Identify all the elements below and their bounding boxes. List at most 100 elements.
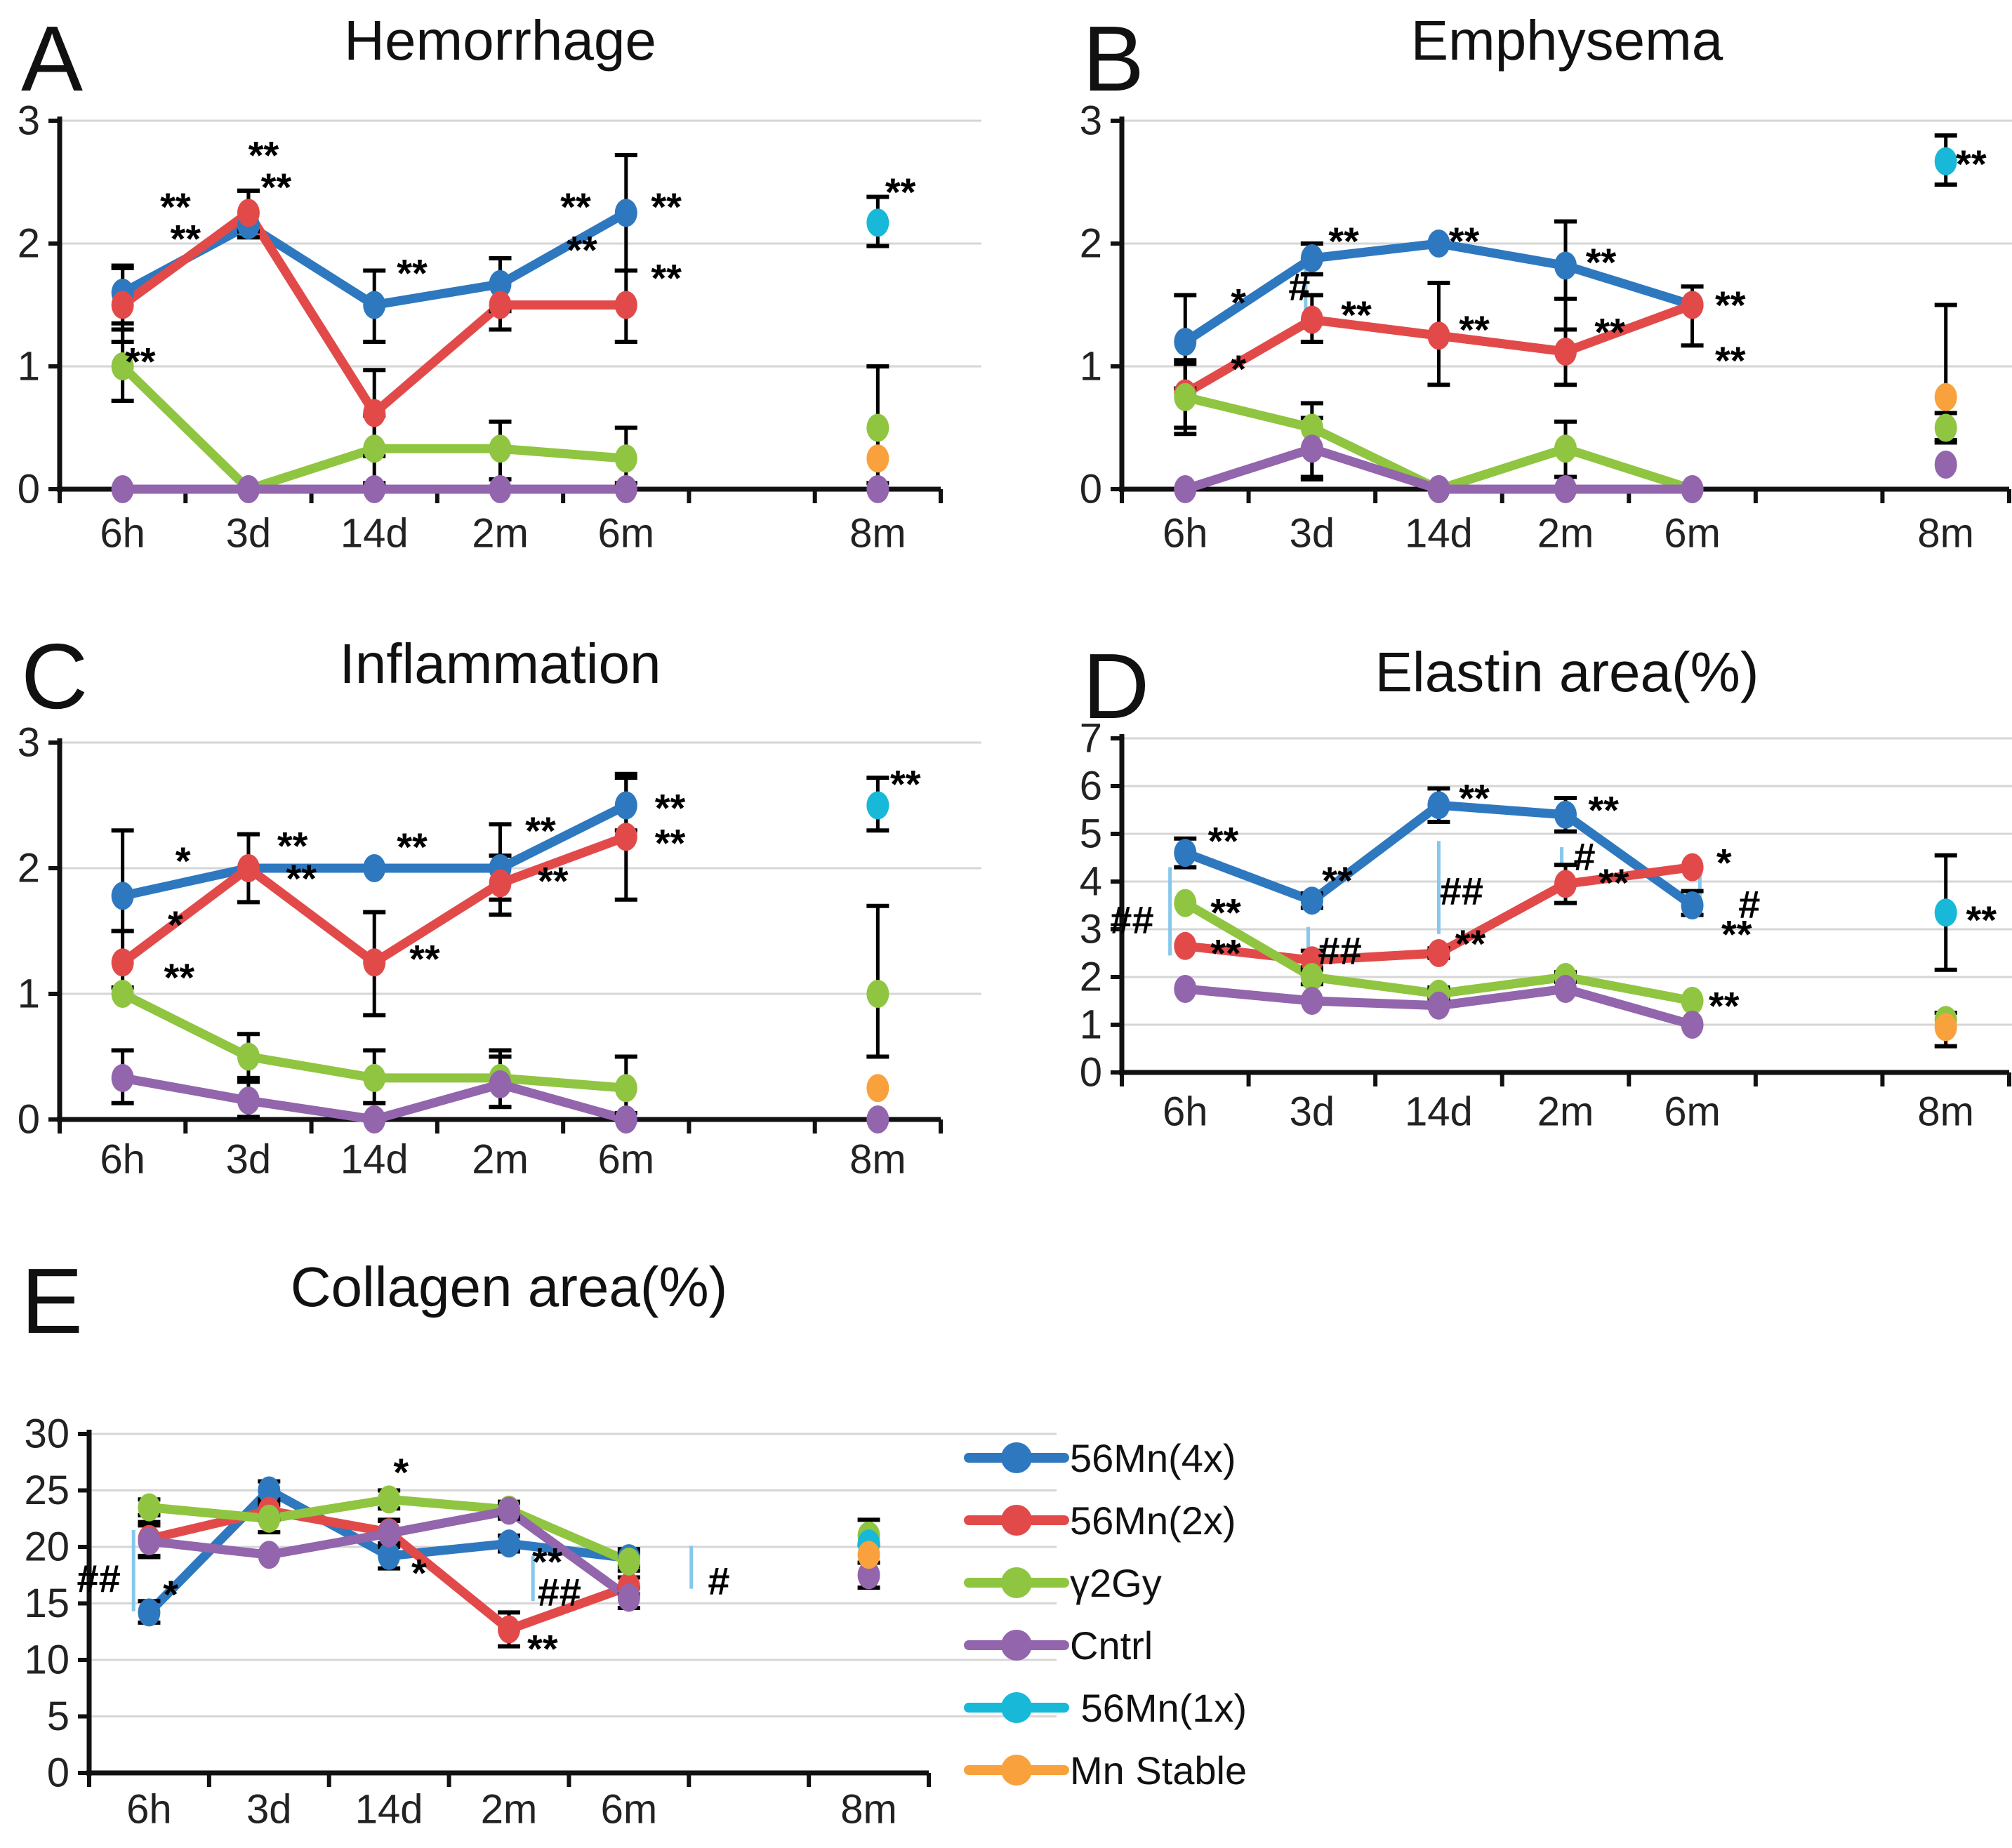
annotations: ********************** xyxy=(125,133,916,384)
legend-label: 56Mn(2x) xyxy=(1070,1498,1236,1543)
y-tick-label: 15 xyxy=(24,1581,70,1626)
data-point-Cntrl xyxy=(1427,991,1450,1020)
significance-mark: ** xyxy=(655,786,686,830)
line-marker-icon xyxy=(964,1692,1069,1723)
data-point-56Mn(2x) xyxy=(489,869,512,898)
significance-mark: ** xyxy=(160,185,191,229)
significance-mark: ** xyxy=(1328,219,1359,263)
significance-mark: ** xyxy=(1208,819,1239,863)
data-point-Cntrl xyxy=(857,1561,880,1590)
x-tick-label: 6m xyxy=(597,511,654,557)
significance-mark: ** xyxy=(651,256,682,300)
legend-item: γ2Gy xyxy=(963,1561,1247,1605)
significance-mark: ** xyxy=(890,762,921,806)
error-bars xyxy=(111,153,889,486)
significance-lines xyxy=(131,1529,694,1611)
data-point-Cntrl xyxy=(614,1105,637,1134)
significance-mark: ** xyxy=(560,185,591,229)
data-point-γ2Gy xyxy=(1300,413,1323,442)
legend-item: Cntrl xyxy=(963,1623,1247,1668)
data-point-γ2Gy xyxy=(1174,383,1197,411)
significance-mark: * xyxy=(1716,840,1732,884)
y-tick-label: 5 xyxy=(1080,811,1102,857)
significance-mark: ** xyxy=(1322,858,1353,903)
x-tick-label: 8m xyxy=(849,511,906,557)
significance-mark: ** xyxy=(1449,219,1480,263)
series-markers xyxy=(1174,147,1957,503)
data-point-Cntrl xyxy=(1300,987,1323,1015)
significance-mark: ** xyxy=(1210,891,1241,935)
x-tick-label: 14d xyxy=(1405,511,1473,557)
data-point-56Mn(4x) xyxy=(1300,244,1323,272)
data-point-γ2Gy xyxy=(111,352,134,380)
series-markers xyxy=(111,791,889,1134)
significance-mark: # xyxy=(1738,882,1760,926)
significance-mark: ** xyxy=(1709,983,1740,1028)
data-point-γ2Gy xyxy=(111,980,134,1008)
y-tick-label: 0 xyxy=(1080,1050,1102,1096)
data-point-56Mn(2x) xyxy=(614,291,637,319)
data-point-56Mn(2x) xyxy=(1427,939,1450,967)
significance-mark: ** xyxy=(567,227,597,272)
y-tick-label: 3 xyxy=(1080,907,1102,952)
data-point-56Mn(2x) xyxy=(614,823,637,851)
data-point-56Mn(2x) xyxy=(111,948,134,977)
annotations: ## *** **##**# xyxy=(77,1450,730,1670)
data-point-56Mn(2x) xyxy=(237,199,260,227)
x-tick-label: 2m xyxy=(1537,1089,1594,1135)
y-tick-label: 6 xyxy=(1080,764,1102,809)
panel-d-letter: D xyxy=(1083,634,1150,738)
y-tick-label: 30 xyxy=(24,1411,70,1457)
data-point-γ2Gy xyxy=(617,1547,640,1576)
y-tick-label: 5 xyxy=(47,1694,70,1739)
data-point-Cntrl xyxy=(1934,451,1957,479)
y-tick-label: 3 xyxy=(18,98,40,144)
significance-mark: ** xyxy=(1588,788,1619,832)
data-point-56Mn(4x) xyxy=(1174,328,1197,356)
x-tick-label: 2m xyxy=(472,1137,529,1183)
significance-mark: ** xyxy=(532,1539,563,1583)
data-point-56Mn(4x) xyxy=(258,1476,281,1505)
data-point-Cntrl xyxy=(258,1541,281,1569)
significance-mark: ## xyxy=(1110,898,1153,942)
x-tick-label: 8m xyxy=(849,1137,906,1183)
data-point-Cntrl xyxy=(1681,475,1704,503)
x-tick-label: 6m xyxy=(601,1787,658,1833)
x-tick-label: 8m xyxy=(840,1787,897,1833)
data-point-56Mn(2x) xyxy=(363,399,386,427)
significance-mark: ** xyxy=(538,858,569,903)
data-point-Cntrl xyxy=(1174,475,1197,503)
annotations: **#****************** xyxy=(1231,142,1987,391)
y-tick-label: 7 xyxy=(1080,716,1102,762)
significance-mark: ** xyxy=(1586,240,1617,284)
data-point-γ2Gy xyxy=(866,413,889,442)
x-tick-label: 6h xyxy=(100,511,145,557)
data-point-γ2Gy xyxy=(363,434,386,463)
data-point-56Mn(4x) xyxy=(378,1541,401,1570)
legend-label: Mn Stable xyxy=(1070,1748,1247,1793)
panel-c-letter: C xyxy=(21,625,88,728)
y-tick-label: 4 xyxy=(1080,859,1102,905)
data-point-56Mn(4x) xyxy=(363,854,386,882)
annotations: ##********##**##****#** *#****** xyxy=(1110,776,1997,1028)
data-point-56Mn(4x) xyxy=(1427,791,1450,820)
x-tick-label: 2m xyxy=(1537,511,1594,557)
y-tick-label: 20 xyxy=(24,1524,70,1570)
data-point-Cntrl xyxy=(617,1583,640,1612)
data-point-γ2Gy xyxy=(1300,963,1323,991)
line-marker-icon xyxy=(964,1442,1069,1473)
x-tick-label: 2m xyxy=(472,511,529,557)
data-point-56Mn(4x) xyxy=(498,1529,520,1558)
data-point-56Mn(1x) xyxy=(866,791,889,820)
line-marker-icon xyxy=(964,1567,1069,1598)
series-markers xyxy=(111,199,889,503)
data-point-56Mn(4x) xyxy=(489,270,512,298)
significance-mark: ** xyxy=(1455,922,1486,966)
x-tick-label: 6h xyxy=(100,1137,145,1183)
data-point-56Mn(4x) xyxy=(138,1598,161,1627)
y-tick-label: 2 xyxy=(1080,955,1102,1000)
significance-mark: ** xyxy=(1715,338,1746,383)
x-tick-label: 14d xyxy=(340,511,409,557)
data-point-Mn Stable xyxy=(866,444,889,473)
